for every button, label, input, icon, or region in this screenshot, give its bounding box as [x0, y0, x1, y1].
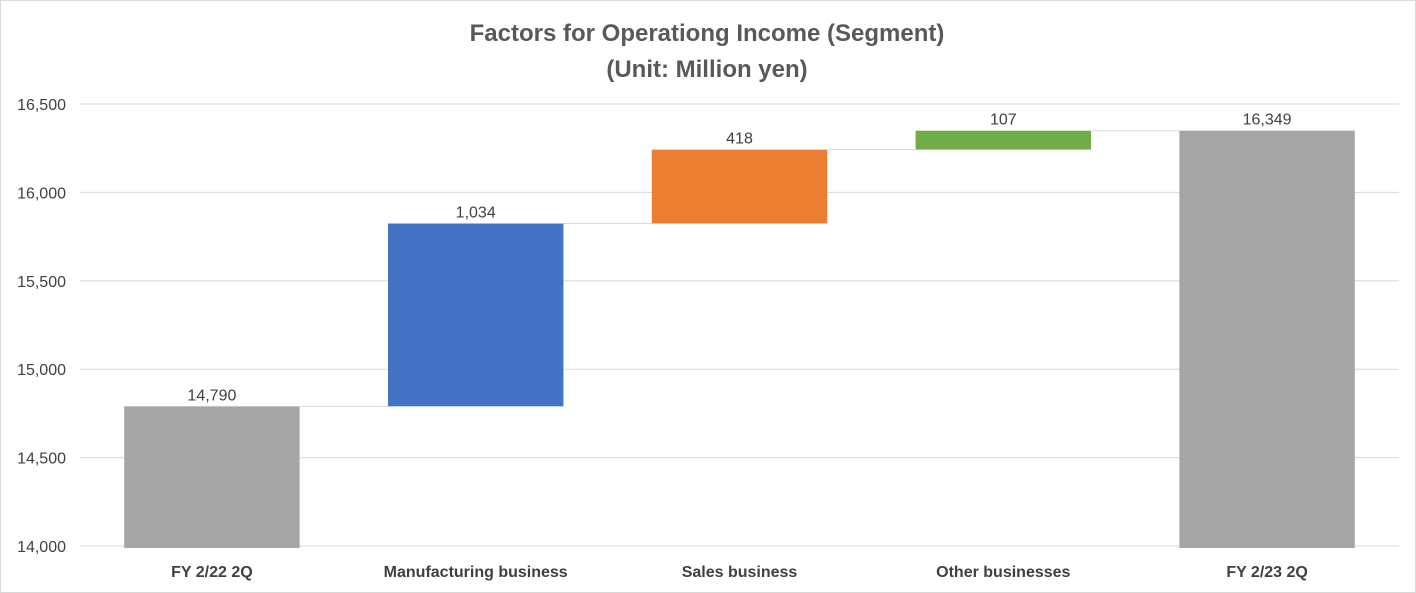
x-tick-label: Manufacturing business: [384, 564, 568, 581]
chart-subtitle: (Unit: Million yen): [606, 56, 807, 83]
chart-title: Factors for Operationg Income (Segment): [470, 20, 945, 47]
y-tick-label: 14,500: [17, 451, 66, 468]
data-label: 1,034: [456, 205, 496, 222]
bar-3: [915, 130, 1092, 150]
x-tick-label: FY 2/22 2Q: [171, 564, 253, 581]
bar-0: [124, 406, 300, 548]
data-label: 107: [990, 112, 1017, 129]
y-tick-label: 16,500: [17, 97, 66, 114]
x-tick-label: Sales business: [682, 564, 798, 581]
x-tick-label: FY 2/23 2Q: [1226, 564, 1308, 581]
bar-4: [1179, 130, 1355, 549]
data-labels: 14,790 1,034 418 107 16,349: [187, 112, 1291, 405]
bars: [124, 130, 1355, 549]
x-axis-tick-labels: FY 2/22 2Q Manufacturing business Sales bu…: [171, 564, 1308, 581]
data-label: 16,349: [1243, 112, 1292, 129]
data-label: 14,790: [187, 387, 236, 404]
y-tick-label: 16,000: [17, 185, 66, 202]
connector-lines: [299, 130, 1180, 407]
bar-1: [387, 223, 564, 407]
y-tick-label: 14,000: [17, 539, 66, 556]
x-tick-label: Other businesses: [936, 564, 1070, 581]
y-tick-label: 15,000: [17, 362, 66, 379]
bar-2: [651, 149, 828, 224]
y-axis-tick-labels: 14,000 14,500 15,000 15,500 16,000 16,500: [17, 97, 66, 556]
data-label: 418: [726, 131, 753, 148]
y-tick-label: 15,500: [17, 274, 66, 291]
